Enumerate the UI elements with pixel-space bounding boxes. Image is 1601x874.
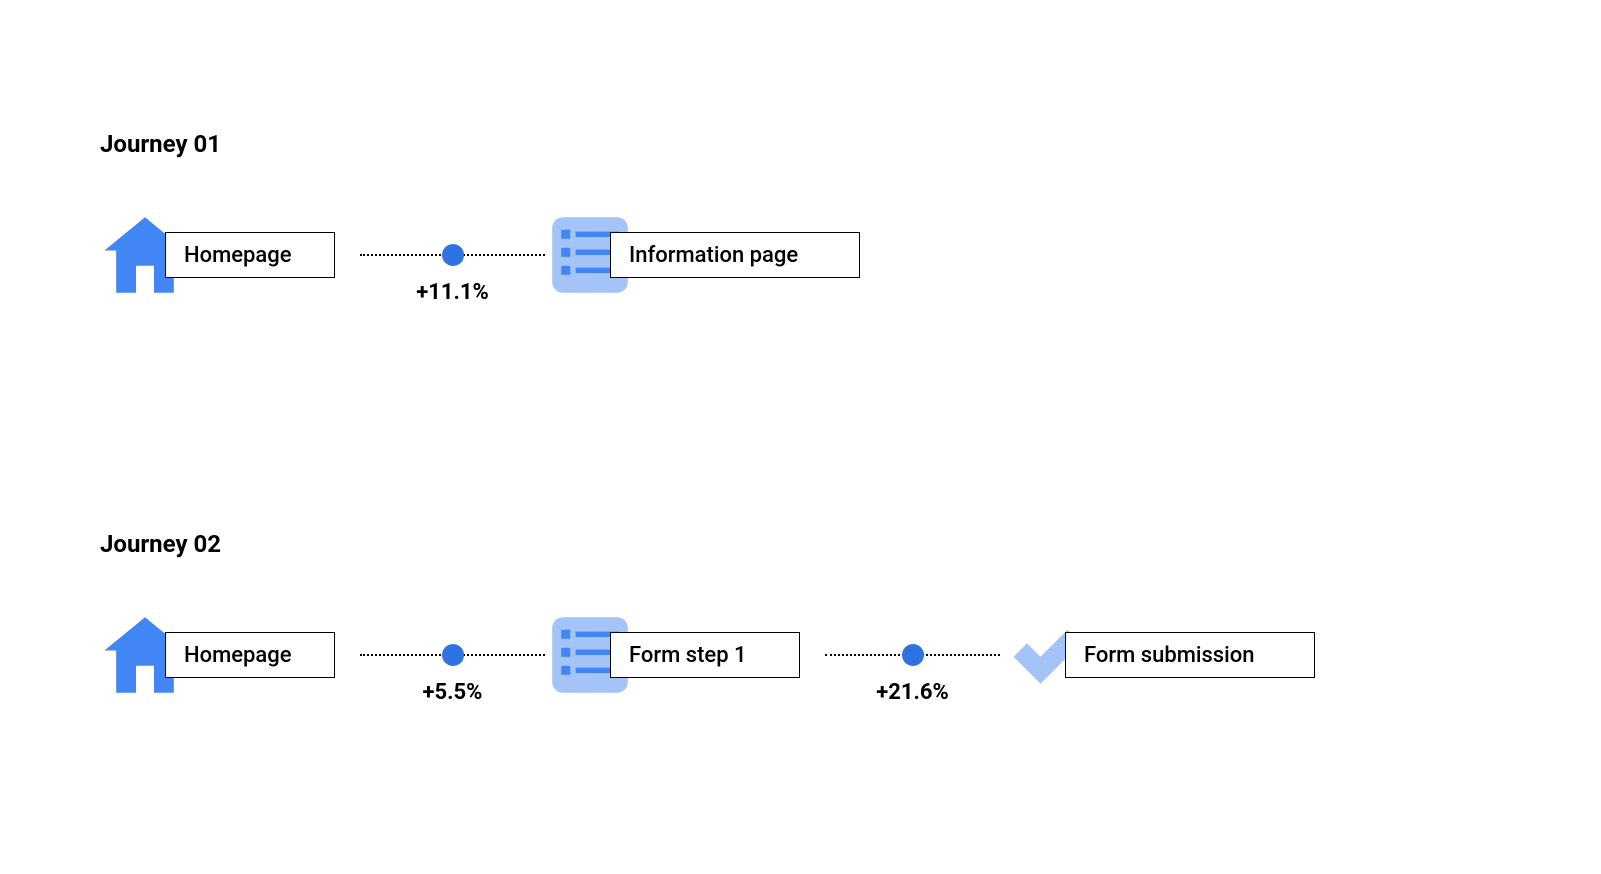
journey-node: Form submission [1000,610,1090,700]
journey-row: Homepage +11.1% Information page [100,210,635,300]
journey-node: Form step 1 [545,610,635,700]
journey-node: Information page [545,210,635,300]
node-label: Form submission [1065,632,1315,678]
journey-title: Journey 02 [100,530,221,558]
connector-label: +21.6% [876,680,949,705]
node-label: Homepage [165,632,335,678]
node-label: Information page [610,232,860,278]
journey-row: Homepage +5.5% Form step 1 + [100,610,1090,700]
node-label: Form step 1 [610,632,800,678]
connector-label: +5.5% [423,680,483,705]
journey-node: Homepage [100,610,190,700]
journey-title: Journey 01 [100,130,221,158]
connector-dot [442,644,464,666]
journey-connector: +21.6% [825,654,1000,656]
connector-label: +11.1% [416,280,489,305]
connector-dot [442,244,464,266]
journey-connector: +5.5% [360,654,545,656]
connector-dot [902,644,924,666]
journey-node: Homepage [100,210,190,300]
node-label: Homepage [165,232,335,278]
journey-connector: +11.1% [360,254,545,256]
